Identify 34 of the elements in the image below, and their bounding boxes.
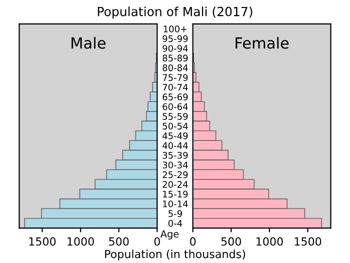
- y-tick-label: 55-59: [162, 112, 188, 120]
- x-tick-label: 500: [109, 237, 129, 246]
- y-tick-label: 15-19: [163, 190, 188, 198]
- x-tick-label: 0: [190, 237, 196, 246]
- x-tick-label: 0: [154, 237, 160, 246]
- y-tick-label: 95-99: [162, 35, 188, 42]
- y-tick-label: 20-24: [162, 181, 188, 188]
- y-tick-label: 75-79: [162, 74, 188, 81]
- x-tick-label: 500: [221, 237, 242, 246]
- y-tick-label: 35-39: [162, 152, 188, 159]
- y-tick-label: 70-74: [162, 84, 188, 91]
- annotation: Male: [72, 36, 106, 49]
- annotation: Female: [236, 36, 289, 49]
- y-tick-label: 0-4: [168, 220, 182, 227]
- y-tick-label: 40-44: [162, 142, 188, 149]
- y-axis-title: Age: [160, 230, 179, 240]
- y-tick-label: 25-29: [162, 171, 188, 178]
- x-tick-label: 1000: [68, 237, 94, 246]
- chart-title: Population of Mali (2017): [98, 6, 252, 19]
- x-axis-title: Population (in thousands): [105, 250, 246, 260]
- x-tick-label: 1500: [29, 237, 56, 246]
- y-tick-label: 100+: [164, 26, 187, 32]
- y-tick-label: 85-89: [162, 54, 188, 62]
- y-tick-label: 60-64: [162, 103, 188, 110]
- y-tick-label: 5-9: [168, 210, 182, 217]
- y-tick-label: 65-69: [162, 94, 188, 100]
- x-tick-label: 1500: [294, 237, 322, 246]
- x-tick-label: 1000: [256, 237, 283, 246]
- y-tick-label: 90-94: [162, 44, 188, 52]
- y-tick-label: 45-49: [162, 132, 188, 140]
- y-tick-label: 50-54: [162, 122, 188, 130]
- y-tick-label: 80-84: [162, 64, 188, 72]
- y-tick-label: 10-14: [163, 200, 188, 208]
- y-tick-label: 30-34: [162, 162, 188, 168]
